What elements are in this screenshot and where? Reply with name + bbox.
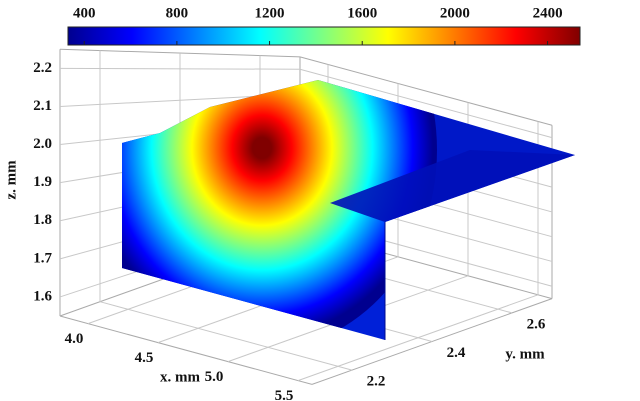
colorbar-tick-label: 1200 bbox=[255, 5, 285, 21]
y-tick-label: 2.6 bbox=[527, 316, 546, 332]
x-tick-label: 4.5 bbox=[135, 350, 154, 366]
y-axis-label: y. mm bbox=[505, 346, 545, 362]
x-tick-label: 5.0 bbox=[205, 369, 224, 385]
z-tick-label: 1.8 bbox=[33, 212, 52, 228]
surface bbox=[122, 80, 575, 340]
z-tick-label: 2.1 bbox=[33, 98, 52, 114]
z-tick-label: 1.7 bbox=[33, 250, 52, 266]
x-axis-label: x. mm bbox=[160, 369, 200, 385]
colorbar bbox=[67, 26, 581, 46]
colorbar-tick-label: 2000 bbox=[440, 5, 470, 21]
axis-box-edge bbox=[299, 56, 553, 126]
colorbar-tick-label: 800 bbox=[166, 5, 189, 21]
colorbar-tick-label: 2400 bbox=[533, 5, 563, 21]
z-tick-label: 1.6 bbox=[33, 288, 52, 304]
z-tick-label: 2.0 bbox=[33, 136, 52, 152]
z-tick-label: 2.2 bbox=[33, 60, 52, 76]
y-tick-label: 2.4 bbox=[447, 345, 466, 361]
x-tick-label: 4.0 bbox=[65, 331, 84, 347]
z-axis-label: z. mm bbox=[3, 160, 19, 200]
x-tick-label: 5.5 bbox=[275, 388, 294, 401]
axis-box-edge bbox=[59, 315, 313, 385]
grid-line bbox=[299, 68, 553, 139]
colorbar-ticks: 400 800 1200 1600 2000 2400 bbox=[73, 5, 563, 45]
colorbar-tick-label: 1600 bbox=[347, 5, 377, 21]
temperature-field bbox=[122, 80, 437, 340]
surface-notch-top bbox=[330, 150, 575, 222]
z-tick-label: 1.9 bbox=[33, 174, 52, 190]
colorbar-tick-label: 400 bbox=[73, 5, 96, 21]
grid-line bbox=[99, 301, 353, 371]
y-tick-label: 2.2 bbox=[367, 374, 386, 390]
